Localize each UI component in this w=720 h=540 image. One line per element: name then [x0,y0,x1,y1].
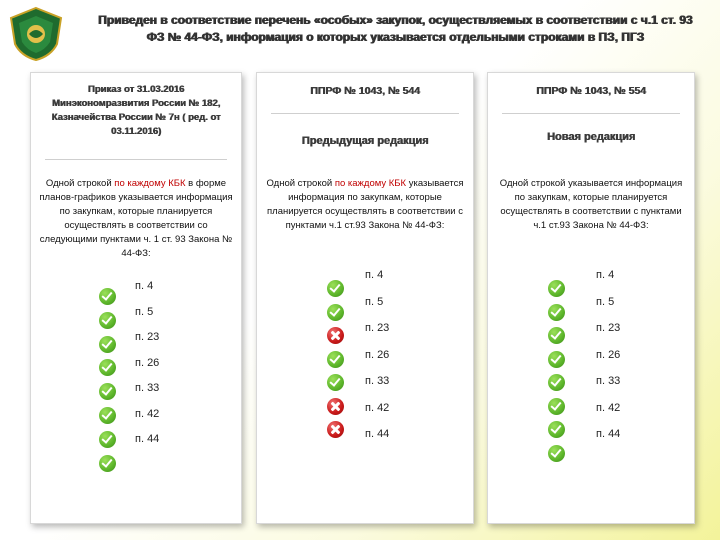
item-label: п. 44 [135,433,160,445]
item-label: п. 42 [596,401,621,414]
item-label: п. 33 [135,382,160,394]
item-label: п. 33 [365,375,390,387]
check-icon [548,397,565,415]
item-label: п. 23 [365,322,390,334]
cross-icon [327,421,344,438]
emblem-logo [9,6,63,62]
check-icon [548,444,565,462]
page-title: Приведен в соответствие перечень «особых… [97,13,693,44]
column-subheader: Новая редакция [546,131,636,143]
check-icon [548,303,565,321]
column-subheader: Предыдущая редакция [301,135,429,147]
header-divider [271,113,459,114]
description-text-tail: указывается информация по закупкам, кото… [267,178,464,231]
item-label: п. 44 [596,428,621,440]
check-icon [548,421,565,438]
column-header: ППРФ № 1043, № 554 [536,85,646,97]
item-label: п. 4 [135,280,154,292]
check-icon [548,280,565,297]
item-label: п. 26 [365,348,390,361]
card-order-182: Приказ от 31.03.2016 Минэкономразвития Р… [30,72,242,524]
item-label: п. 44 [365,428,390,440]
description-highlight: по каждому КБК [114,178,186,189]
item-label: п. 26 [596,348,621,361]
item-label: п. 42 [135,407,160,420]
header-divider [45,159,227,160]
check-icon [99,430,116,448]
card-new-edition: ППРФ № 1043, № 554 Новая редакция Одной … [487,72,695,524]
check-icon [327,280,344,297]
item-label: п. 23 [135,331,160,343]
description-text: Одной строкой [266,178,335,189]
check-icon [548,350,565,368]
item-label: п. 5 [135,305,154,318]
card-previous-edition: ППРФ № 1043, № 544 Предыдущая редакция О… [256,72,474,524]
cross-icon [327,397,344,415]
check-icon [99,359,116,377]
check-icon [327,303,344,321]
check-icon [99,454,116,472]
cross-icon [327,327,344,344]
check-icon [99,383,116,401]
item-label: п. 5 [365,295,384,308]
item-label: п. 5 [596,295,615,308]
item-label: п. 26 [135,356,160,369]
item-label: п. 4 [596,269,615,281]
column-header: Приказ от 31.03.2016 Минэкономразвития Р… [51,84,221,137]
item-label: п. 33 [596,375,621,387]
check-icon [327,350,344,368]
check-icon [327,374,344,391]
check-icon [548,374,565,391]
description-text-tail: в форме планов-графиков указывается инфо… [39,178,233,259]
header-divider [502,113,680,114]
description-text: Одной строкой указывается информация по … [499,178,683,231]
item-label: п. 4 [365,269,384,281]
item-label: п. 23 [596,322,621,334]
column-header: ППРФ № 1043, № 544 [310,85,420,97]
check-icon [99,288,116,305]
check-icon [99,311,116,329]
column-description: Одной строкой по каждому КБК указывается… [261,177,469,233]
description-text: Одной строкой [45,178,115,189]
column-description: Одной строкой указывается информация по … [494,177,688,233]
check-icon [99,335,116,353]
description-highlight: по каждому КБК [334,178,407,189]
check-icon [99,407,116,424]
item-label: п. 42 [365,401,390,414]
check-icon [548,327,565,344]
column-description: Одной строкой по каждому КБК в форме пла… [35,177,237,261]
